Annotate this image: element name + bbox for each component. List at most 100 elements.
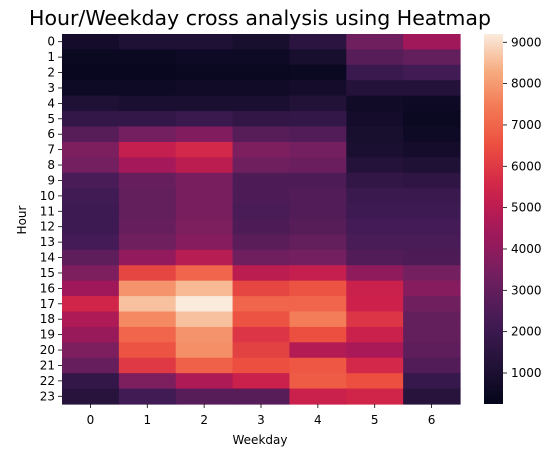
heatmap-cell <box>289 265 347 282</box>
heatmap-cell <box>346 311 404 328</box>
y-tick-label: 12 <box>40 220 55 234</box>
heatmap-cell <box>403 296 461 313</box>
x-axis-label: Weekday <box>233 433 288 447</box>
heatmap-cell <box>346 157 404 174</box>
heatmap-cell <box>232 49 291 66</box>
heatmap-cell <box>289 342 347 359</box>
heatmap-cell <box>118 141 177 158</box>
x-tick-label: 4 <box>314 413 322 427</box>
heatmap-cells <box>62 34 461 405</box>
heatmap-cell <box>118 188 177 205</box>
y-tick-label: 1 <box>47 50 55 64</box>
y-tick-label: 7 <box>47 143 55 157</box>
heatmap-cell <box>232 326 291 343</box>
heatmap-cell <box>403 188 461 205</box>
heatmap-cell <box>346 249 404 266</box>
heatmap-cell <box>403 357 461 374</box>
heatmap-cell <box>62 80 120 97</box>
heatmap-cell <box>289 326 347 343</box>
heatmap-cell <box>346 357 404 374</box>
heatmap-cell <box>62 265 120 282</box>
heatmap-cell <box>346 141 404 158</box>
y-tick-label: 5 <box>47 112 55 126</box>
heatmap-cell <box>62 49 120 66</box>
y-tick-label: 8 <box>47 158 55 172</box>
heatmap-cell <box>118 34 177 51</box>
heatmap-cell <box>346 64 404 81</box>
heatmap-cell <box>346 126 404 143</box>
colorbar-tick-label: 9000 <box>511 35 542 49</box>
heatmap-cell <box>346 342 404 359</box>
heatmap-cell <box>289 157 347 174</box>
heatmap-cell <box>232 80 291 97</box>
y-tick-label: 14 <box>40 251 55 265</box>
colorbar-tick-label: 3000 <box>511 283 542 297</box>
heatmap-cell <box>346 234 404 251</box>
y-tick-label: 19 <box>40 328 55 342</box>
heatmap-cell <box>118 296 177 313</box>
colorbar-tick-label: 7000 <box>511 118 542 132</box>
heatmap-cell <box>62 172 120 189</box>
heatmap-cell <box>118 49 177 66</box>
heatmap-cell <box>403 326 461 343</box>
heatmap-cell <box>62 141 120 158</box>
heatmap-cell <box>346 111 404 128</box>
heatmap-cell <box>175 342 234 359</box>
heatmap-cell <box>232 141 291 158</box>
heatmap-cell <box>62 280 120 297</box>
heatmap-cell <box>403 126 461 143</box>
colorbar-tick-label: 6000 <box>511 159 542 173</box>
y-tick-label: 16 <box>40 281 55 295</box>
y-tick-label: 20 <box>40 343 55 357</box>
heatmap-cell <box>403 311 461 328</box>
heatmap-cell <box>403 49 461 66</box>
heatmap-cell <box>62 64 120 81</box>
colorbar-tick-label: 5000 <box>511 201 542 215</box>
heatmap-cell <box>175 234 234 251</box>
colorbar-ticks: 1000 2000 3000 4000 5000 6000 7000 8000 9000 <box>503 35 542 380</box>
heatmap-cell <box>175 219 234 236</box>
heatmap-cell <box>346 172 404 189</box>
heatmap-cell <box>403 203 461 220</box>
heatmap-cell <box>118 342 177 359</box>
y-tick-label: 9 <box>47 173 55 187</box>
colorbar-tick-label: 8000 <box>511 77 542 91</box>
heatmap-cell <box>289 203 347 220</box>
heatmap-cell <box>175 157 234 174</box>
heatmap-cell <box>403 249 461 266</box>
heatmap-cell <box>232 95 291 112</box>
heatmap-cell <box>346 219 404 236</box>
heatmap-cell <box>232 111 291 128</box>
heatmap-cell <box>346 203 404 220</box>
heatmap-cell <box>118 157 177 174</box>
heatmap-cell <box>118 373 177 390</box>
heatmap-cell <box>232 357 291 374</box>
colorbar-tick-label: 4000 <box>511 242 542 256</box>
heatmap-cell <box>403 280 461 297</box>
heatmap-cell <box>62 249 120 266</box>
heatmap-cell <box>175 388 234 405</box>
heatmap-cell <box>118 234 177 251</box>
heatmap-cell <box>289 311 347 328</box>
heatmap-cell <box>118 203 177 220</box>
colorbar-tick-label: 1000 <box>511 366 542 380</box>
heatmap-cell <box>62 203 120 220</box>
heatmap-cell <box>289 95 347 112</box>
heatmap-cell <box>62 111 120 128</box>
heatmap-cell <box>403 234 461 251</box>
y-tick-label: 4 <box>47 96 55 110</box>
heatmap-cell <box>289 219 347 236</box>
heatmap-cell <box>346 265 404 282</box>
heatmap-cell <box>118 172 177 189</box>
heatmap-cell <box>403 64 461 81</box>
heatmap-cell <box>289 357 347 374</box>
heatmap-cell <box>175 249 234 266</box>
heatmap-cell <box>289 172 347 189</box>
heatmap-cell <box>403 141 461 158</box>
heatmap-cell <box>175 373 234 390</box>
heatmap-cell <box>289 373 347 390</box>
heatmap-cell <box>403 172 461 189</box>
heatmap-cell <box>346 280 404 297</box>
heatmap-cell <box>403 219 461 236</box>
